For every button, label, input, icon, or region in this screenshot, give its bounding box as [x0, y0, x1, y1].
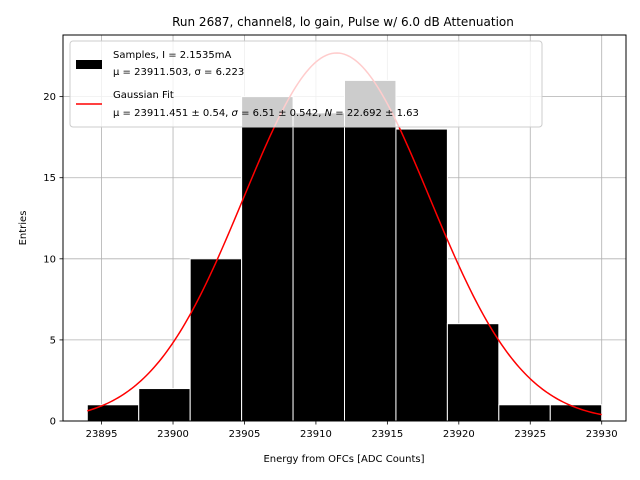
x-tick-label: 23905 [229, 429, 261, 440]
y-axis-label: Entries [18, 211, 29, 246]
x-tick-label: 23925 [514, 429, 546, 440]
y-tick-label: 0 [50, 417, 56, 428]
x-axis-ticks: 23895 23900 23905 23910 23915 23920 23925 23930 [86, 421, 618, 440]
chart-title: Run 2687, channel8, lo gain, Pulse w/ 6.… [172, 15, 514, 29]
x-tick-label: 23895 [86, 429, 118, 440]
y-tick-label: 5 [50, 335, 56, 346]
histogram-bar [395, 128, 448, 422]
histogram-bar [189, 258, 243, 422]
legend-fit-label: Gaussian Fit [113, 90, 174, 101]
x-axis-label: Energy from OFCs [ADC Counts] [263, 454, 424, 465]
x-tick-label: 23900 [157, 429, 189, 440]
legend-box [69, 40, 543, 128]
histogram-bars [86, 79, 603, 422]
legend-samples-swatch [76, 60, 102, 69]
histogram-bar [241, 96, 294, 422]
histogram-bar [138, 388, 191, 422]
histogram-bar [446, 323, 500, 422]
legend-fit-stats: μ = 23911.451 ± 0.54, σ = 6.51 ± 0.542, … [113, 108, 419, 119]
y-axis-ticks: 0 5 10 15 20 [43, 92, 63, 428]
x-tick-label: 23910 [300, 429, 332, 440]
y-tick-label: 15 [43, 173, 56, 184]
x-tick-label: 23920 [443, 429, 475, 440]
histogram-bar [498, 404, 551, 422]
histogram-bar [86, 404, 140, 422]
legend-samples-label: Samples, I = 2.1535mA [113, 50, 231, 61]
x-tick-label: 23930 [586, 429, 618, 440]
histogram-bar [344, 79, 397, 422]
legend: Samples, I = 2.1535mA μ = 23911.503, σ =… [69, 40, 543, 128]
y-tick-label: 10 [43, 254, 56, 265]
plot-frame [62, 34, 627, 422]
x-tick-label: 23915 [371, 429, 403, 440]
y-tick-label: 20 [43, 92, 56, 103]
histogram-bar [292, 112, 346, 422]
legend-samples-stats: μ = 23911.503, σ = 6.223 [113, 67, 244, 78]
